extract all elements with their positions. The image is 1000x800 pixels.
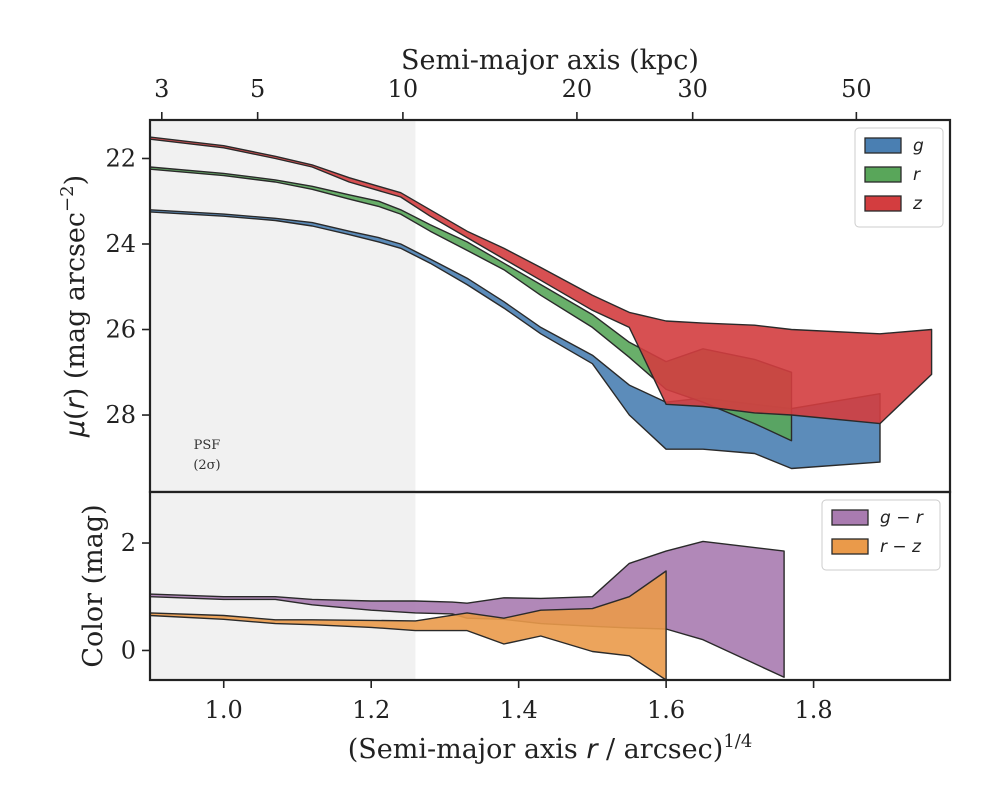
- legend-bottom: g − r r − z: [821, 499, 941, 571]
- psf-shaded-region-bottom: [150, 492, 416, 680]
- top-tick-label-30: 30: [677, 75, 708, 103]
- legend-label-g−r: g − r: [880, 508, 924, 528]
- legend-top: grz: [854, 127, 944, 228]
- legend-label-z: z: [912, 194, 923, 214]
- x-axis-ticks: 1.0 1.2 1.4 1.6 1.8: [205, 680, 833, 724]
- color-y-tick-label-2: 2: [121, 529, 136, 557]
- color-bands: [150, 540, 785, 680]
- color-y-tick-label-0: 0: [121, 636, 136, 664]
- legend-swatch-g−r: [831, 509, 869, 526]
- y-tick-label-24: 24: [105, 230, 136, 258]
- surface-brightness-bands: [150, 136, 933, 470]
- top-tick-label-50: 50: [841, 75, 872, 103]
- y-tick-label-26: 26: [105, 316, 136, 344]
- top-tick-label-20: 20: [562, 75, 593, 103]
- psf-shaded-region-top: [150, 120, 416, 492]
- legend-swatch-z: [864, 195, 902, 212]
- bottom-x-axis-title: (Semi-major axis r / arcsec)1/4: [348, 731, 753, 765]
- band-z: [150, 136, 933, 425]
- top-tick-label-10: 10: [388, 75, 419, 103]
- x-tick-label-1.4: 1.4: [500, 696, 538, 724]
- legend-label-g: g: [913, 136, 924, 156]
- x-tick-label-1.2: 1.2: [352, 696, 390, 724]
- top-tick-label-3: 3: [154, 75, 169, 103]
- legend-label-r−z: r − z: [880, 537, 922, 557]
- bottom-y-axis-title: Color (mag): [78, 504, 109, 667]
- bottom-panel-frame: [148, 490, 952, 682]
- color-panel: 02 1.0 1.2 1.4 1.6 1.8 g − rr − z: [121, 490, 952, 724]
- top-axis-ticks: 3 5 10 20 30 50: [154, 75, 872, 120]
- x-tick-label-1: 1.0: [205, 696, 243, 724]
- band-r: [150, 166, 793, 442]
- y-axis-ticks-bottom: 02: [121, 529, 150, 664]
- top-y-axis-title: μ(r) (mag arcsec−2): [57, 175, 91, 438]
- legend-swatch-r: [864, 166, 902, 183]
- legend-label-r: r: [913, 165, 921, 185]
- y-axis-ticks-top: 22 24 26 28: [105, 144, 150, 429]
- legend-swatch-r−z: [831, 538, 869, 555]
- top-tick-label-5: 5: [250, 75, 265, 103]
- band-r−z: [150, 570, 667, 680]
- psf-annotation-line1: PSF: [194, 438, 221, 453]
- legend-swatch-g: [864, 137, 902, 154]
- x-tick-label-1.6: 1.6: [647, 696, 685, 724]
- band-g−r: [150, 540, 785, 678]
- psf-annotation-line2: (2σ): [193, 458, 220, 473]
- y-tick-label-28: 28: [105, 401, 136, 429]
- x-tick-label-1.8: 1.8: [795, 696, 833, 724]
- surface-brightness-panel: 22 24 26 28 3 5 10 20 30 50 PSF (2σ) grz: [105, 75, 952, 494]
- y-tick-label-22: 22: [105, 144, 136, 172]
- top-x-axis-title: Semi-major axis (kpc): [401, 45, 699, 76]
